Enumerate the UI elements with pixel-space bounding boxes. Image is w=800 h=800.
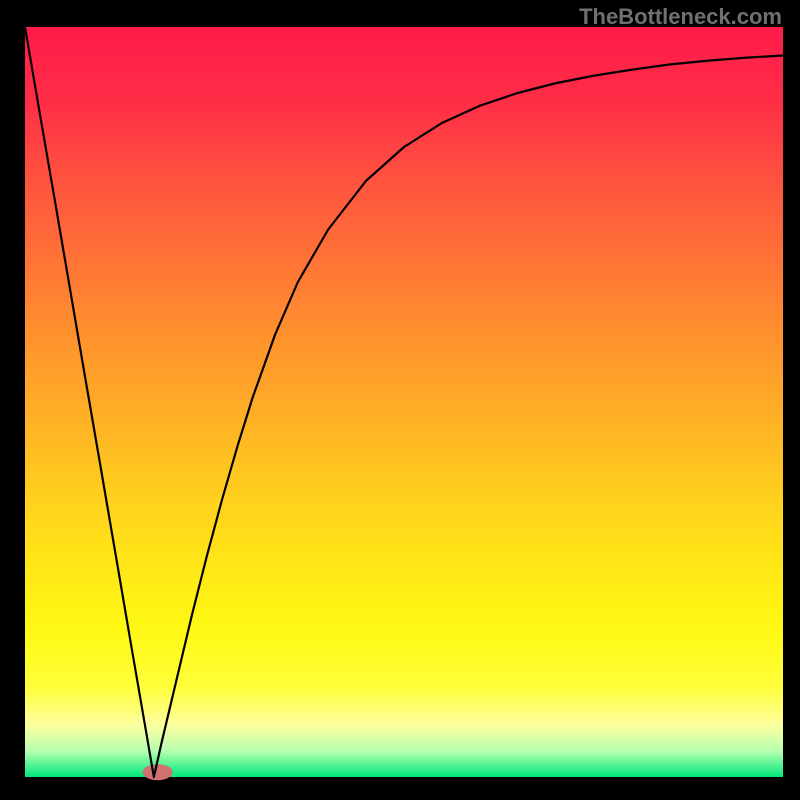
chart-svg: [0, 0, 800, 800]
bottleneck-chart: TheBottleneck.com: [0, 0, 800, 800]
watermark-text: TheBottleneck.com: [579, 4, 782, 30]
plot-background: [25, 27, 783, 777]
min-marker: [143, 764, 173, 780]
